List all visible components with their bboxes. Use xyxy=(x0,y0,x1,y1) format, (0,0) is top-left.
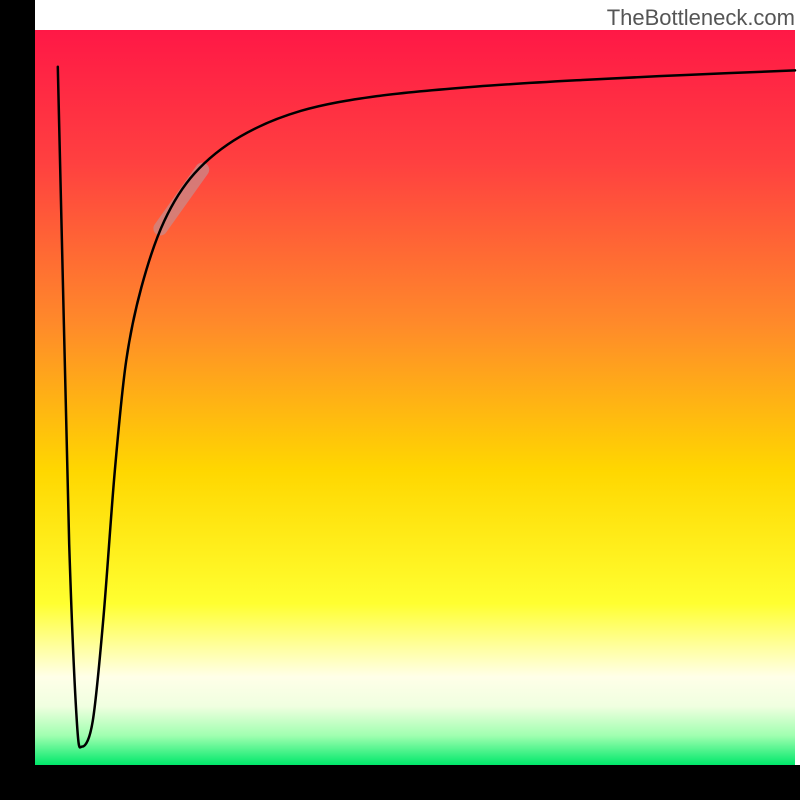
bottleneck-chart xyxy=(0,0,800,800)
y-axis-bar xyxy=(0,0,35,800)
figure-stage: TheBottleneck.com xyxy=(0,0,800,800)
chart-plot-background xyxy=(35,30,795,765)
x-axis-bar xyxy=(0,765,800,800)
watermark-text: TheBottleneck.com xyxy=(607,5,795,31)
